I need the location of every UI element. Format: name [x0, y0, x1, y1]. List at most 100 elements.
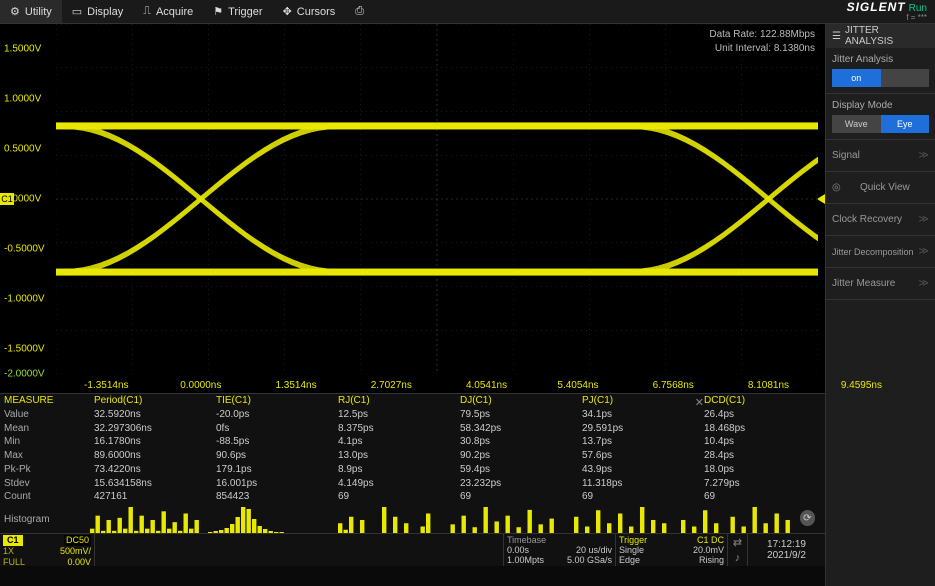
- histogram-refresh-button[interactable]: ⟳: [800, 510, 816, 526]
- meas-column-header: TIE(C1): [212, 394, 334, 408]
- brand-name: SIGLENT: [847, 0, 906, 14]
- jitter-analysis-toggle[interactable]: on: [832, 69, 929, 87]
- panel-signal[interactable]: Signal ≫: [826, 140, 935, 172]
- eye-diagram-plot[interactable]: Data Rate: 122.88Mbps Unit Interval: 8.1…: [0, 24, 825, 394]
- meas-row-label: Value: [0, 408, 90, 422]
- channel-arrow-right: [817, 194, 825, 204]
- meas-cell: 4.149ps: [334, 476, 456, 490]
- menu-trigger[interactable]: ⚑ Trigger: [203, 0, 272, 23]
- x-tick-label: 4.0541ns: [466, 380, 507, 391]
- y-tick-label: 1.5000V: [4, 43, 41, 54]
- refresh-icon: ⟳: [803, 513, 811, 524]
- y-tick-label: -0.5000V: [4, 244, 45, 255]
- trigger-info[interactable]: TriggerC1 DC Single20.0mV EdgeRising: [615, 534, 727, 566]
- histogram-row: Histogram ⟳: [0, 504, 825, 533]
- histogram-cell: [327, 505, 445, 533]
- meas-column-header: Period(C1): [90, 394, 212, 408]
- x-tick-label: 5.4054ns: [557, 380, 598, 391]
- clock: 17:12:19 2021/9/2: [747, 534, 825, 566]
- meas-cell: 427161: [90, 490, 212, 504]
- gear-icon: ⚙: [10, 5, 20, 18]
- meas-cell: 89.6000ns: [90, 449, 212, 463]
- clock-time: 17:12:19: [748, 539, 825, 550]
- meas-row: Stdev15.634158ns16.001ps4.149ps23.232ps1…: [0, 476, 825, 490]
- trigger-flag-icon: ⚑: [213, 5, 223, 18]
- channel-token: C1: [3, 535, 23, 546]
- menu-display[interactable]: ▭ Display: [62, 0, 133, 23]
- meas-cell: 90.6ps: [212, 449, 334, 463]
- menu-cursors[interactable]: ✥ Cursors: [273, 0, 346, 23]
- y-tick-label: -2.0000V: [4, 369, 45, 380]
- x-axis: -1.3514ns 0.0000ns 1.3514ns 2.7027ns 4.0541n…: [56, 373, 825, 393]
- meas-cell: 30.8ps: [456, 435, 578, 449]
- menu-utility[interactable]: ⚙ Utility: [0, 0, 62, 23]
- menu-display-label: Display: [87, 6, 123, 18]
- meas-cell: 18.468ps: [700, 421, 822, 435]
- meas-cell: 7.279ps: [700, 476, 822, 490]
- histogram-cell: [208, 505, 326, 533]
- mode-eye[interactable]: Eye: [881, 115, 930, 133]
- acquire-icon: ⎍: [143, 5, 151, 18]
- panel-jitter-decomp[interactable]: Jitter Decomposition ≫: [826, 236, 935, 268]
- meas-cell: 8.9ps: [334, 463, 456, 477]
- meas-column-header: RJ(C1): [334, 394, 456, 408]
- meas-row: Pk-Pk73.4220ns179.1ps8.9ps59.4ps43.9ps18…: [0, 463, 825, 477]
- channel-coupling: DC50: [64, 535, 91, 546]
- meas-cell: 15.634158ns: [90, 476, 212, 490]
- meas-cell: 18.0ps: [700, 463, 822, 477]
- top-menu-bar: ⚙ Utility ▭ Display ⎍ Acquire ⚑ Trigger …: [0, 0, 935, 24]
- x-tick-label: 2.7027ns: [371, 380, 412, 391]
- sound-icon[interactable]: ♪: [735, 552, 741, 564]
- save-icon: ⎙: [355, 5, 364, 18]
- y-tick-label: -1.5000V: [4, 344, 45, 355]
- meas-row-label: Min: [0, 435, 90, 449]
- panel-quick-view[interactable]: ◎ Quick View: [826, 172, 935, 204]
- meas-cell: 69: [700, 490, 822, 504]
- meas-cell: 57.6ps: [578, 449, 700, 463]
- meas-cell: 69: [334, 490, 456, 504]
- target-icon: ◎: [832, 182, 841, 193]
- x-tick-label: 0.0000ns: [180, 380, 221, 391]
- x-tick-label: 1.3514ns: [275, 380, 316, 391]
- histogram-label: Histogram: [4, 514, 50, 525]
- panel-title: JITTER ANALYSIS: [845, 25, 929, 47]
- cursors-icon: ✥: [283, 5, 292, 18]
- toggle-on[interactable]: on: [832, 69, 881, 87]
- system-icons: ⇄ ♪: [727, 534, 747, 566]
- meas-cell: 59.4ps: [456, 463, 578, 477]
- menu-acquire-label: Acquire: [156, 6, 193, 18]
- menu-save[interactable]: ⎙: [345, 0, 374, 23]
- meas-row-label: Stdev: [0, 476, 90, 490]
- panel-jitter-measure[interactable]: Jitter Measure ≫: [826, 268, 935, 300]
- network-icon[interactable]: ⇄: [733, 536, 742, 549]
- mode-wave[interactable]: Wave: [832, 115, 881, 133]
- meas-cell: 12.5ps: [334, 408, 456, 422]
- measurement-close-button[interactable]: ✕: [689, 394, 710, 411]
- meas-cell: 29.591ps: [578, 421, 700, 435]
- menu-acquire[interactable]: ⎍ Acquire: [133, 0, 203, 23]
- plot-svg: [56, 24, 818, 374]
- meas-cell: 34.1ps: [578, 408, 700, 422]
- channel-info-c1[interactable]: C1 DC50 1X500mV/ FULL0.00V: [0, 534, 95, 566]
- toggle-off[interactable]: [881, 69, 930, 87]
- y-tick-label: 1.0000V: [4, 93, 41, 104]
- meas-cell: 13.0ps: [334, 449, 456, 463]
- meas-cell: -88.5ps: [212, 435, 334, 449]
- menu-cursors-label: Cursors: [297, 6, 336, 18]
- meas-cell: 79.5ps: [456, 408, 578, 422]
- meas-cell: 73.4220ns: [90, 463, 212, 477]
- x-tick-label: 8.1081ns: [748, 380, 789, 391]
- meas-row-label: Pk-Pk: [0, 463, 90, 477]
- meas-cell: 43.9ps: [578, 463, 700, 477]
- panel-clock-recovery[interactable]: Clock Recovery ≫: [826, 204, 935, 236]
- timebase-info[interactable]: Timebase 0.00s20 us/div 1.00Mpts5.00 GSa…: [503, 534, 615, 566]
- meas-cell: 8.375ps: [334, 421, 456, 435]
- display-mode-toggle[interactable]: Wave Eye: [832, 115, 929, 133]
- histogram-cell: [445, 505, 563, 533]
- meas-cell: 23.232ps: [456, 476, 578, 490]
- histogram-cell: [681, 505, 799, 533]
- clock-date: 2021/9/2: [748, 550, 825, 561]
- meas-column-header: PJ(C1): [578, 394, 700, 408]
- menu-trigger-label: Trigger: [228, 6, 262, 18]
- x-tick-label: -1.3514ns: [84, 380, 128, 391]
